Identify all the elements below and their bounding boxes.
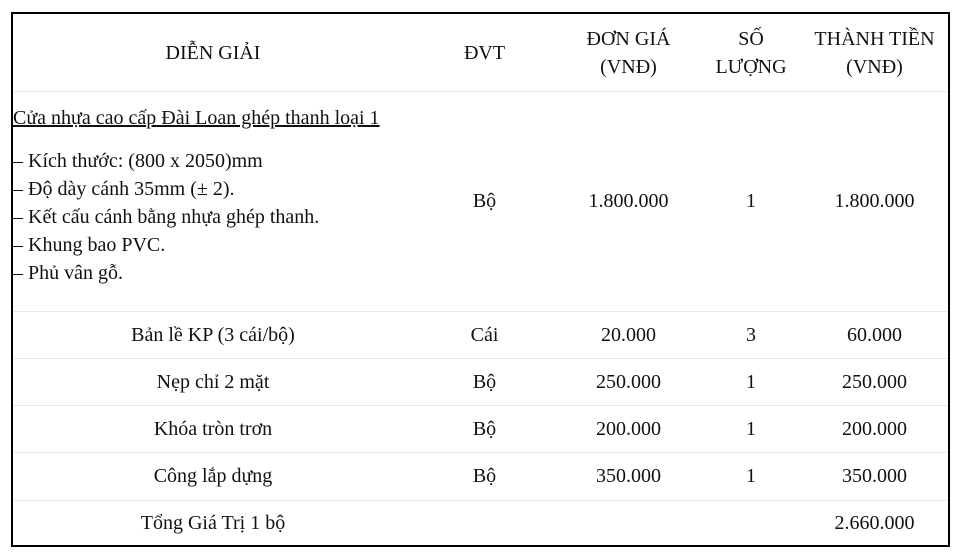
item-quantity: 1 <box>701 405 801 452</box>
spec-item: – Phủ vân gỗ. <box>13 262 123 284</box>
main-item-unit: Bộ <box>413 91 556 311</box>
summary-total: 2.660.000 <box>801 500 948 545</box>
item-total-value: 60.000 <box>847 323 902 346</box>
item-description: Khóa tròn trơn <box>13 405 413 452</box>
item-total: 350.000 <box>801 452 948 500</box>
item-unit-value: Bộ <box>472 370 497 393</box>
item-unit-value: Bộ <box>472 417 497 440</box>
main-item-unit-price: 1.800.000 <box>556 91 701 311</box>
item-total-value: 250.000 <box>842 370 907 393</box>
item-unit-price-value: 250.000 <box>596 370 661 393</box>
item-description-value: Bản lề KP (3 cái/bộ) <box>131 323 295 346</box>
item-description-value: Nẹp chỉ 2 mặt <box>156 370 270 393</box>
item-unit-value: Cái <box>470 323 499 346</box>
spec-item: – Kết cấu cánh bằng nhựa ghép thanh. <box>13 206 320 228</box>
main-item-title: Cửa nhựa cao cấp Đài Loan ghép thanh loạ… <box>13 107 380 129</box>
price-table: DIỄN GIẢI ĐVT ĐƠN GIÁ (VNĐ) SỐ LƯỢNG THÀ… <box>11 12 950 547</box>
item-description: Nẹp chỉ 2 mặt <box>13 358 413 405</box>
header-unit-price: ĐƠN GIÁ (VNĐ) <box>556 14 701 91</box>
main-item-quantity-value: 1 <box>746 190 756 212</box>
item-quantity-value: 3 <box>746 323 756 346</box>
main-item-quantity: 1 <box>701 91 801 311</box>
main-item-total-value: 1.800.000 <box>834 190 915 212</box>
table-row-summary: Tổng Giá Trị 1 bộ 2.660.000 <box>13 500 948 545</box>
item-unit-price: 20.000 <box>556 311 701 358</box>
item-unit-price: 250.000 <box>556 358 701 405</box>
main-item-unit-value: Bộ <box>472 190 497 212</box>
header-unit: ĐVT <box>413 14 556 91</box>
table-row-main-item: Cửa nhựa cao cấp Đài Loan ghép thanh loạ… <box>13 91 948 312</box>
item-description-value: Công lắp dựng <box>153 465 273 487</box>
header-unit-label: ĐVT <box>463 41 506 64</box>
item-total-value: 200.000 <box>842 417 907 440</box>
table-row: Nẹp chỉ 2 mặt Bộ 250.000 1 250.000 <box>13 358 948 406</box>
item-total-value: 350.000 <box>842 465 907 487</box>
spec-item: – Độ dày cánh 35mm (± 2). <box>13 178 235 200</box>
header-total-line2: (VNĐ) <box>846 55 903 78</box>
table-row: Bản lề KP (3 cái/bộ) Cái 20.000 3 60.000 <box>13 311 948 359</box>
summary-label: Tổng Giá Trị 1 bộ <box>13 500 413 545</box>
header-unit-price-line1: ĐƠN GIÁ <box>586 27 671 50</box>
item-unit: Bộ <box>413 452 556 500</box>
item-quantity: 3 <box>701 311 801 358</box>
header-total: THÀNH TIỀN (VNĐ) <box>801 14 948 91</box>
header-total-line1: THÀNH TIỀN <box>814 27 935 50</box>
item-unit-price-value: 350.000 <box>596 465 661 487</box>
item-total: 200.000 <box>801 405 948 452</box>
header-unit-price-line2: (VNĐ) <box>600 55 657 78</box>
item-unit: Bộ <box>413 405 556 452</box>
item-total: 60.000 <box>801 311 948 358</box>
item-unit: Bộ <box>413 358 556 405</box>
item-unit: Cái <box>413 311 556 358</box>
item-unit-price: 350.000 <box>556 452 701 500</box>
table-row: Khóa tròn trơn Bộ 200.000 1 200.000 <box>13 405 948 453</box>
item-quantity-value: 1 <box>746 417 756 440</box>
item-unit-value: Bộ <box>472 465 497 487</box>
item-unit-price-value: 20.000 <box>601 323 656 346</box>
summary-label-text: Tổng Giá Trị 1 bộ <box>140 511 286 534</box>
item-description-value: Khóa tròn trơn <box>153 417 273 440</box>
main-item-spec-list: – Kích thước: (800 x 2050)mm – Độ dày cá… <box>13 147 319 287</box>
spec-item: – Khung bao PVC. <box>13 234 166 256</box>
item-unit-price: 200.000 <box>556 405 701 452</box>
summary-total-value: 2.660.000 <box>834 511 915 534</box>
main-item-unit-price-value: 1.800.000 <box>588 190 669 212</box>
header-description-label: DIỄN GIẢI <box>165 41 261 64</box>
table-header-row: DIỄN GIẢI ĐVT ĐƠN GIÁ (VNĐ) SỐ LƯỢNG THÀ… <box>13 14 948 92</box>
item-description: Bản lề KP (3 cái/bộ) <box>13 311 413 358</box>
item-unit-price-value: 200.000 <box>596 417 661 440</box>
table-row: Công lắp dựng Bộ 350.000 1 350.000 <box>13 452 948 501</box>
item-quantity: 1 <box>701 452 801 500</box>
header-quantity: SỐ LƯỢNG <box>701 14 801 91</box>
header-description: DIỄN GIẢI <box>13 14 413 91</box>
header-quantity-line2: LƯỢNG <box>715 55 787 78</box>
spec-item: – Kích thước: (800 x 2050)mm <box>13 150 263 172</box>
item-quantity-value: 1 <box>746 465 756 487</box>
item-quantity: 1 <box>701 358 801 405</box>
main-item-total: 1.800.000 <box>801 91 948 311</box>
header-quantity-line1: SỐ <box>738 27 764 50</box>
item-description: Công lắp dựng <box>13 452 413 500</box>
item-total: 250.000 <box>801 358 948 405</box>
item-quantity-value: 1 <box>746 370 756 393</box>
